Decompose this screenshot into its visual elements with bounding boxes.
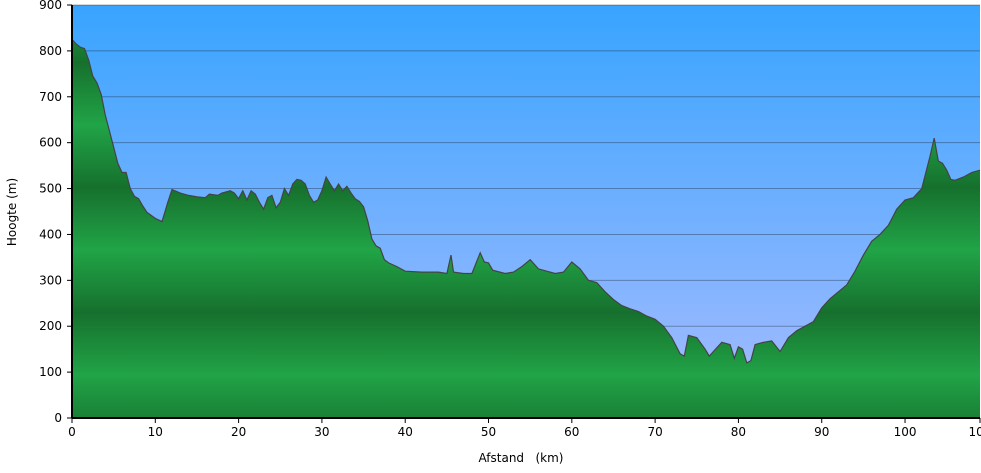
y-tick-label: 300	[39, 273, 62, 287]
x-axis-label: Afstand (km)	[479, 451, 564, 465]
x-tick-label: 40	[398, 425, 413, 439]
x-tick-label: 0	[68, 425, 76, 439]
x-tick-label: 20	[231, 425, 246, 439]
x-tick-label: 109	[969, 425, 981, 439]
x-tick-label: 70	[647, 425, 662, 439]
x-tick-label: 60	[564, 425, 579, 439]
y-tick-label: 400	[39, 227, 62, 241]
area	[72, 39, 980, 419]
y-tick-label: 700	[39, 90, 62, 104]
x-tick-label: 10	[148, 425, 163, 439]
x-tick-label: 100	[894, 425, 917, 439]
y-tick-label: 500	[39, 182, 62, 196]
y-tick-label: 800	[39, 44, 62, 58]
axes: 0 100 200 300 400 500 600 700 800 900 0 10 20 30 40 50 6…	[39, 0, 981, 439]
x-tick-label: 90	[814, 425, 829, 439]
x-tick-label: 80	[731, 425, 746, 439]
y-axis-label: Hoogte (m)	[5, 178, 19, 246]
y-tick-label: 900	[39, 0, 62, 12]
x-tick-label: 30	[314, 425, 329, 439]
y-tick-label: 0	[54, 411, 62, 425]
x-tick-label: 50	[481, 425, 496, 439]
area-layer	[71, 38, 981, 419]
y-tick-label: 100	[39, 365, 62, 379]
y-tick-label: 200	[39, 319, 62, 333]
y-tick-label: 600	[39, 136, 62, 150]
area-outline	[71, 38, 981, 364]
